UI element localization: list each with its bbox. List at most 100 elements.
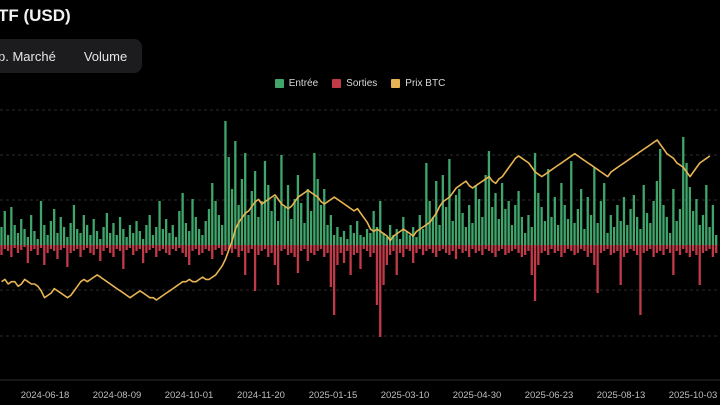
inflow-bar — [319, 205, 323, 245]
outflow-bar — [484, 245, 487, 249]
inflow-bar — [635, 217, 639, 245]
outflow-bar — [342, 245, 346, 263]
inflow-bar — [336, 227, 339, 245]
outflow-bar — [520, 245, 524, 257]
outflow-bar — [649, 245, 652, 249]
inflow-bar — [329, 215, 332, 245]
inflow-bar — [701, 215, 705, 245]
outflow-bar — [220, 245, 224, 255]
tab-volume[interactable]: Volume — [83, 48, 128, 64]
legend-item-price[interactable]: Prix BTC — [391, 78, 445, 89]
inflow-bar — [524, 233, 527, 245]
inflow-bar — [649, 223, 652, 245]
outflow-bar — [454, 245, 458, 259]
outflow-bar — [418, 245, 421, 249]
inflow-bar — [655, 181, 659, 245]
outflow-bar — [155, 245, 158, 257]
inflow-bar — [217, 215, 221, 245]
inflow-bar — [276, 221, 280, 245]
inflow-bar — [458, 189, 461, 245]
outflow-bar — [267, 245, 270, 257]
outflow-bar — [56, 245, 59, 259]
outflow-bar — [303, 245, 306, 249]
x-tick-label: 2025-10-03 — [669, 390, 718, 401]
inflow-bar — [29, 215, 33, 245]
inflow-bar — [477, 199, 481, 245]
outflow-bar — [527, 245, 530, 251]
chart-legend: Entrée Sorties Prix BTC — [0, 78, 720, 89]
inflow-bar — [99, 239, 102, 245]
inflow-bar — [589, 215, 593, 245]
outflow-bar — [306, 245, 309, 261]
inflow-bar — [612, 227, 616, 245]
outflow-bar — [112, 245, 115, 257]
outflow-bar — [685, 245, 688, 253]
outflow-bar — [609, 245, 612, 255]
inflow-bar — [165, 219, 168, 245]
outflow-bar — [593, 245, 596, 265]
outflow-bar — [89, 245, 92, 253]
inflow-bar — [491, 207, 494, 245]
outflow-bar — [448, 245, 451, 255]
outflow-bar — [95, 245, 99, 249]
inflow-bar — [303, 223, 306, 245]
outflow-bar — [39, 245, 43, 248]
outflow-bar — [82, 245, 85, 250]
inflow-bar — [247, 215, 250, 245]
inflow-bar — [527, 215, 530, 245]
outflow-bar — [533, 245, 537, 301]
tab-market-cap[interactable]: p. Marché — [0, 48, 56, 64]
x-tick-label: 2024-10-01 — [165, 390, 214, 401]
inflow-bar — [286, 185, 290, 245]
outflow-bar — [191, 245, 194, 251]
inflow-bar — [550, 217, 553, 245]
outflow-bar — [392, 245, 395, 251]
outflow-bar — [36, 245, 39, 255]
outflow-bar — [369, 245, 372, 257]
legend-item-inflow[interactable]: Entrée — [274, 78, 318, 89]
outflow-bar — [431, 245, 435, 253]
inflow-bar — [72, 205, 76, 245]
outflow-bar — [441, 245, 444, 249]
outflow-bar — [283, 245, 286, 249]
inflow-bar — [543, 221, 547, 245]
inflow-bar — [362, 237, 365, 245]
outflow-bar — [253, 245, 257, 291]
inflow-bar — [174, 237, 178, 245]
outflow-bar — [398, 245, 402, 253]
inflow-bar — [306, 189, 309, 245]
outflow-bar — [642, 245, 645, 253]
inflow-bar — [56, 233, 59, 245]
outflow-bar — [286, 245, 290, 255]
outflow-bar — [197, 245, 201, 255]
outflow-bar — [168, 245, 171, 255]
inflow-bar — [461, 213, 464, 245]
outflow-bar — [217, 245, 221, 248]
outflow-bar — [603, 245, 606, 251]
inflow-bar — [685, 163, 688, 245]
outflow-bar — [524, 245, 527, 255]
inflow-bar — [181, 193, 184, 245]
inflow-bar — [53, 209, 56, 245]
inflow-bar — [171, 225, 174, 245]
price-line-group — [1, 139, 711, 301]
inflow-bar — [76, 229, 79, 245]
inflow-bar — [95, 231, 99, 245]
inflow-bar — [500, 183, 504, 245]
outflow-bar — [379, 245, 382, 337]
inflow-bar — [504, 209, 507, 245]
outflow-bar — [652, 245, 655, 257]
outflow-bar — [194, 245, 197, 249]
x-tick-label: 2025-08-13 — [597, 390, 646, 401]
outflow-bar — [668, 245, 672, 253]
x-tick-label: 2025-03-10 — [381, 390, 430, 401]
outflow-bar — [635, 245, 639, 255]
outflow-bar — [263, 245, 267, 249]
outflow-bar — [435, 245, 438, 257]
inflow-bar — [244, 153, 247, 245]
outflow-bar — [477, 245, 481, 251]
inflow-bar — [586, 197, 589, 245]
inflow-bar — [62, 227, 66, 245]
inflow-bar — [214, 201, 217, 245]
legend-item-outflow[interactable]: Sorties — [332, 78, 377, 89]
